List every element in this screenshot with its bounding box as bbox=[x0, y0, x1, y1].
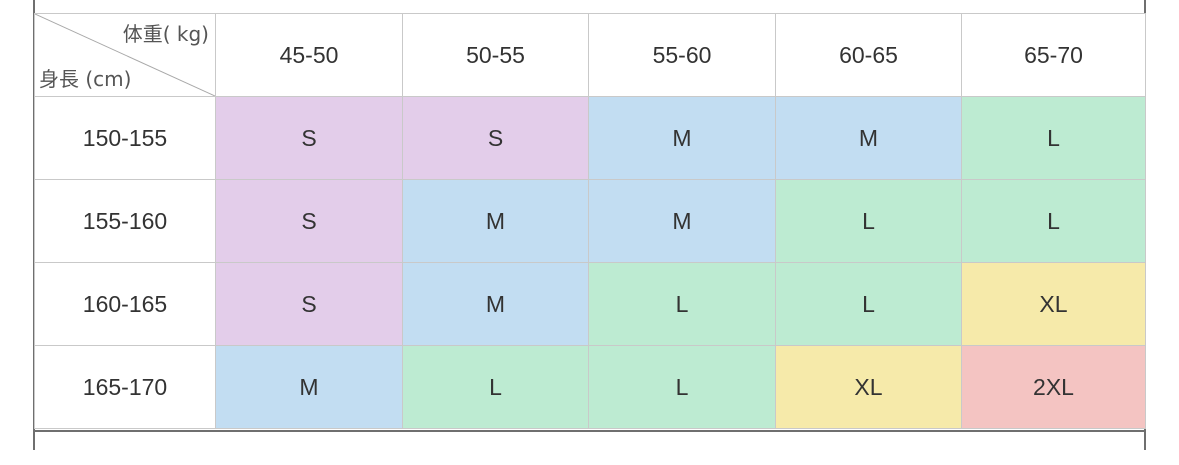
size-cell: L bbox=[961, 96, 1146, 180]
size-cell: L bbox=[961, 179, 1146, 263]
table-row: 165-170 M L L XL 2XL bbox=[34, 345, 1146, 429]
height-row-header: 150-155 bbox=[34, 96, 216, 180]
corner-cell: 体重( kg) 身長 (cm) bbox=[34, 13, 216, 97]
size-cell: M bbox=[588, 96, 776, 180]
size-cell: M bbox=[402, 179, 589, 263]
size-cell: M bbox=[775, 96, 962, 180]
size-cell: S bbox=[215, 179, 403, 263]
size-cell: L bbox=[775, 179, 962, 263]
header-row: 体重( kg) 身長 (cm) 45-50 50-55 55-60 60-65 … bbox=[34, 13, 1146, 97]
size-cell: M bbox=[588, 179, 776, 263]
size-cell: L bbox=[402, 345, 589, 429]
size-cell: S bbox=[215, 96, 403, 180]
weight-column-header: 50-55 bbox=[402, 13, 589, 97]
size-cell: L bbox=[588, 262, 776, 346]
height-row-header: 160-165 bbox=[34, 262, 216, 346]
table-row: 150-155 S S M M L bbox=[34, 96, 1146, 180]
size-cell: S bbox=[215, 262, 403, 346]
weight-column-header: 45-50 bbox=[215, 13, 403, 97]
frame-bottom-border bbox=[33, 430, 1146, 432]
size-cell: XL bbox=[961, 262, 1146, 346]
height-axis-label: 身長 (cm) bbox=[39, 67, 132, 91]
size-cell: L bbox=[775, 262, 962, 346]
weight-axis-label: 体重( kg) bbox=[122, 22, 209, 46]
weight-column-header: 65-70 bbox=[961, 13, 1146, 97]
size-cell: M bbox=[402, 262, 589, 346]
size-cell: M bbox=[215, 345, 403, 429]
table-row: 160-165 S M L L XL bbox=[34, 262, 1146, 346]
weight-column-header: 60-65 bbox=[775, 13, 962, 97]
table-row: 155-160 S M M L L bbox=[34, 179, 1146, 263]
height-row-header: 165-170 bbox=[34, 345, 216, 429]
corner-diagonal-line bbox=[35, 14, 215, 96]
height-row-header: 155-160 bbox=[34, 179, 216, 263]
weight-column-header: 55-60 bbox=[588, 13, 776, 97]
size-cell: XL bbox=[775, 345, 962, 429]
size-cell: S bbox=[402, 96, 589, 180]
size-cell: L bbox=[588, 345, 776, 429]
size-cell: 2XL bbox=[961, 345, 1146, 429]
size-chart-table: 体重( kg) 身長 (cm) 45-50 50-55 55-60 60-65 … bbox=[34, 13, 1146, 429]
